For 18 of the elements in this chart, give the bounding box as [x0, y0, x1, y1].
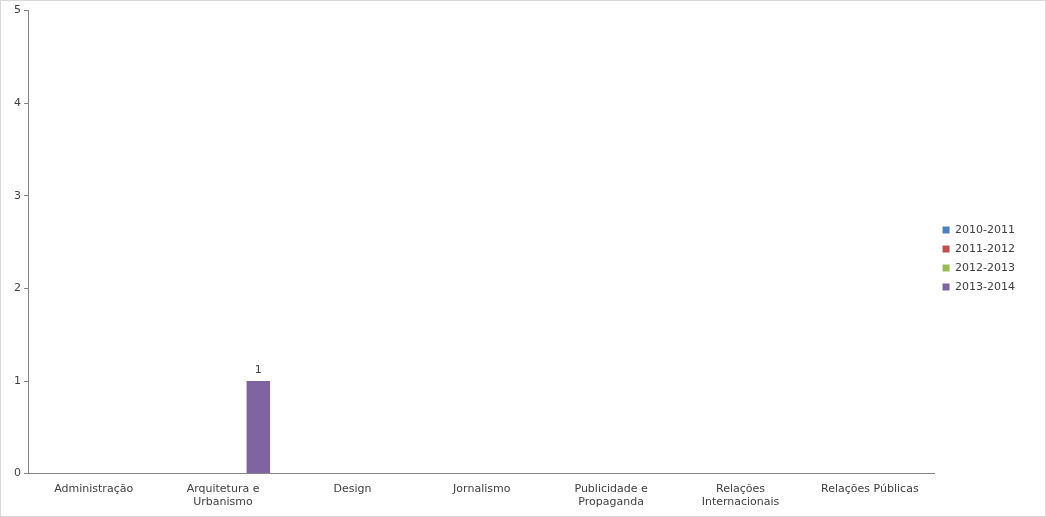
y-tick-label: 3 [14, 188, 21, 202]
x-tick-label: Administração [54, 482, 134, 496]
y-tick-label: 2 [14, 281, 21, 295]
legend-label: 2013-2014 [955, 279, 1016, 293]
x-tick-label: Relações Públicas [821, 482, 919, 496]
y-tick-label: 5 [14, 3, 21, 17]
legend-label: 2010-2011 [955, 222, 1016, 236]
legend-label: 2012-2013 [955, 260, 1016, 274]
x-tick-label: Relações Internacionais [701, 482, 780, 509]
y-tick-label: 0 [14, 466, 21, 480]
data-label: 1 [254, 363, 262, 377]
y-tick-label: 4 [14, 96, 21, 110]
x-tick-label: Jornalismo [452, 482, 511, 496]
x-tick-label: Arquitetura e Urbanismo [186, 482, 260, 509]
y-tick-label: 1 [14, 373, 21, 387]
x-tick-label: Design [333, 482, 372, 496]
x-tick-label: Publicidade e Propaganda [574, 482, 649, 509]
legend-label: 2011-2012 [955, 241, 1016, 255]
